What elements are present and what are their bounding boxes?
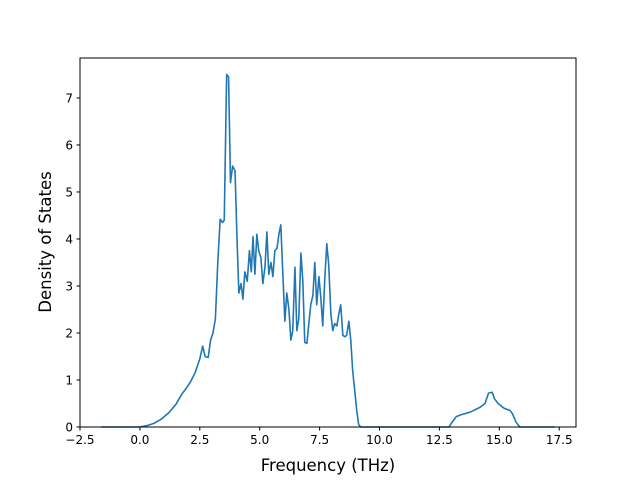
y-tick-label: 2 — [65, 326, 73, 340]
x-tick-label: 10.0 — [366, 433, 393, 447]
x-tick-label: 15.0 — [486, 433, 513, 447]
x-tick-label: 17.5 — [546, 433, 573, 447]
plot-area — [80, 58, 576, 427]
y-axis-ticks: 0 1 2 3 4 5 6 7 — [65, 91, 80, 434]
x-tick-label: −2.5 — [65, 433, 94, 447]
y-tick-label: 0 — [65, 420, 73, 434]
x-tick-label: 5.0 — [250, 433, 269, 447]
y-axis-label: Density of States — [36, 171, 55, 312]
x-axis-ticks: −2.5 0.0 2.5 5.0 7.5 10.0 12.5 15.0 17.5 — [65, 427, 573, 447]
y-tick-label: 1 — [65, 373, 73, 387]
x-tick-label: 0.0 — [130, 433, 149, 447]
y-tick-label: 7 — [65, 91, 73, 105]
x-tick-label: 12.5 — [426, 433, 453, 447]
y-tick-label: 5 — [65, 185, 73, 199]
plot-frame — [79, 57, 577, 428]
y-tick-label: 3 — [65, 279, 73, 293]
x-tick-label: 7.5 — [310, 433, 329, 447]
x-axis-label: Frequency (THz) — [261, 456, 396, 475]
y-tick-label: 4 — [65, 232, 73, 246]
x-tick-label: 2.5 — [190, 433, 209, 447]
y-tick-label: 6 — [65, 138, 73, 152]
